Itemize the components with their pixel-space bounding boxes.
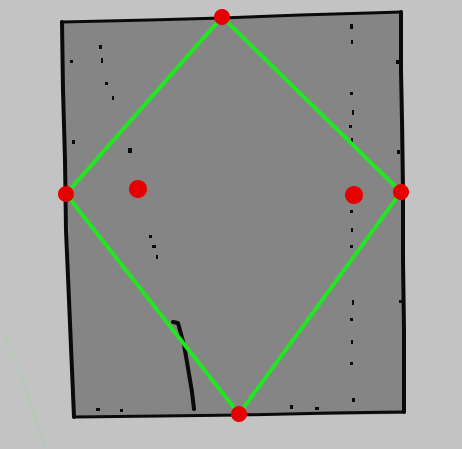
map-free-space xyxy=(62,13,404,418)
waypoint-marker-left[interactable] xyxy=(129,180,147,198)
grid-line xyxy=(3,329,47,449)
vertex-marker-left[interactable] xyxy=(58,186,74,202)
vertex-marker-right[interactable] xyxy=(393,184,409,200)
waypoint-marker-right[interactable] xyxy=(345,186,363,204)
vertex-marker-top[interactable] xyxy=(214,9,230,25)
vertex-marker-bottom[interactable] xyxy=(231,406,247,422)
map-speckles xyxy=(70,24,402,412)
